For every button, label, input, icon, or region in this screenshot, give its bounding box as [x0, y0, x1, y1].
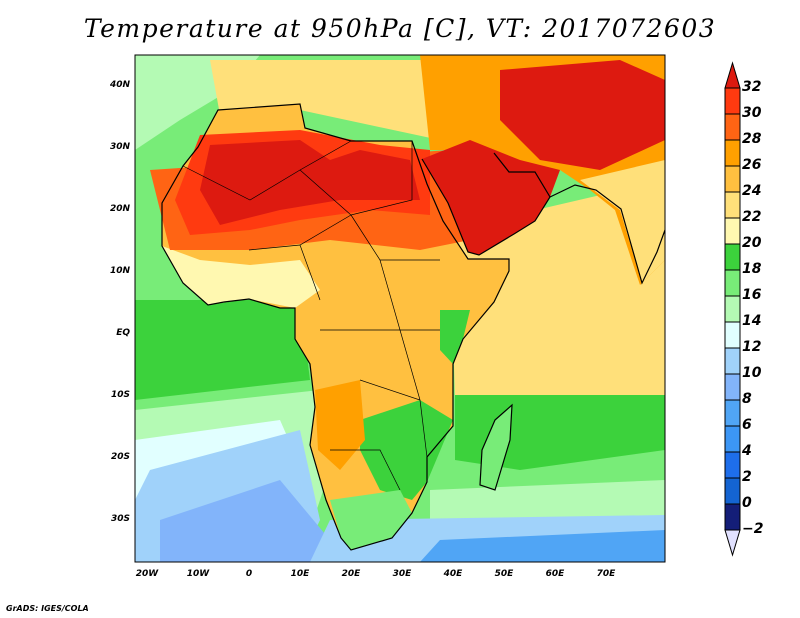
colorbar-label: 32 — [742, 79, 762, 95]
colorbar-label: 30 — [742, 105, 762, 121]
tropical-atlantic — [135, 300, 310, 400]
lon-tick: 50E — [494, 569, 514, 579]
lat-tick: 30S — [110, 514, 130, 524]
southern-ocean-b — [420, 530, 665, 562]
colorbar-swatch — [724, 503, 741, 531]
colorbar-swatch — [724, 113, 741, 141]
colorbar-label: 24 — [742, 183, 762, 199]
lat-tick: EQ — [116, 328, 130, 338]
colorbar-label: 0 — [742, 495, 752, 511]
west-africa-mild — [162, 246, 320, 308]
colorbar-swatch — [724, 451, 741, 479]
lon-tick: 40E — [443, 569, 463, 579]
colorbar-label: −2 — [742, 521, 764, 537]
lon-tick: 10W — [186, 569, 210, 579]
colorbar-swatch — [724, 165, 741, 193]
sahara-core — [200, 140, 420, 225]
lat-tick: 40N — [109, 80, 130, 90]
colorbar-label: 28 — [742, 131, 762, 147]
colorbar-label: 12 — [742, 339, 762, 355]
lon-tick: 0 — [245, 569, 253, 579]
iran-hot — [500, 60, 665, 170]
colorbar-swatch — [724, 399, 741, 427]
lat-tick: 10S — [110, 390, 130, 400]
colorbar — [724, 61, 741, 557]
colorbar-swatch — [724, 269, 741, 297]
central-africa-green — [360, 400, 453, 500]
colorbar-label: 4 — [742, 443, 752, 459]
colorbar-label: 10 — [742, 365, 762, 381]
madagascar — [480, 405, 512, 490]
lon-tick: 20E — [341, 569, 361, 579]
south-atlantic-coldest — [160, 480, 330, 562]
plot-frame — [134, 54, 666, 563]
plot-title: Temperature at 950hPa [C], VT: 201707260… — [83, 14, 717, 43]
colorbar-swatch — [724, 295, 741, 323]
footer-credit: GrADS: IGES/COLA — [6, 604, 89, 613]
southern-africa-orange — [315, 380, 365, 470]
colorbar-bottom-arrow — [724, 529, 741, 557]
lon-tick: 60E — [545, 569, 565, 579]
lon-tick: 70E — [596, 569, 616, 579]
colorbar-label: 16 — [742, 287, 762, 303]
colorbar-swatch — [724, 243, 741, 271]
colorbar-label: 26 — [742, 157, 762, 173]
colorbar-label: 20 — [742, 235, 762, 251]
lat-tick: 30N — [109, 142, 130, 152]
lon-tick: 20W — [135, 569, 159, 579]
colorbar-label: 2 — [742, 469, 752, 485]
colorbar-swatch — [724, 347, 741, 375]
lat-tick: 10N — [109, 266, 130, 276]
india — [580, 160, 665, 283]
coastline — [161, 103, 665, 551]
colorbar-swatch — [724, 217, 741, 245]
lat-tick: 20S — [110, 452, 130, 462]
colorbar-label: 6 — [742, 417, 752, 433]
colorbar-top-arrow — [724, 61, 741, 89]
east-africa-green — [440, 310, 470, 364]
colorbar-label: 22 — [742, 209, 762, 225]
colorbar-swatch — [724, 321, 741, 349]
colorbar-swatch — [724, 425, 741, 453]
colorbar-label: 14 — [742, 313, 762, 329]
south-africa-cool — [330, 490, 412, 550]
colorbar-swatch — [724, 87, 741, 115]
colorbar-swatch — [724, 477, 741, 505]
colorbar-label: 18 — [742, 261, 762, 277]
lon-tick: 10E — [290, 569, 310, 579]
colorbar-swatch — [724, 373, 741, 401]
colorbar-label: 8 — [742, 391, 752, 407]
country-borders — [182, 140, 440, 491]
colorbar-swatch — [724, 191, 741, 219]
lon-tick: 30E — [392, 569, 412, 579]
mediterranean — [210, 60, 450, 140]
colorbar-swatch — [724, 139, 741, 167]
indian-ocean-cool — [430, 480, 665, 525]
lat-tick: 20N — [109, 204, 130, 214]
